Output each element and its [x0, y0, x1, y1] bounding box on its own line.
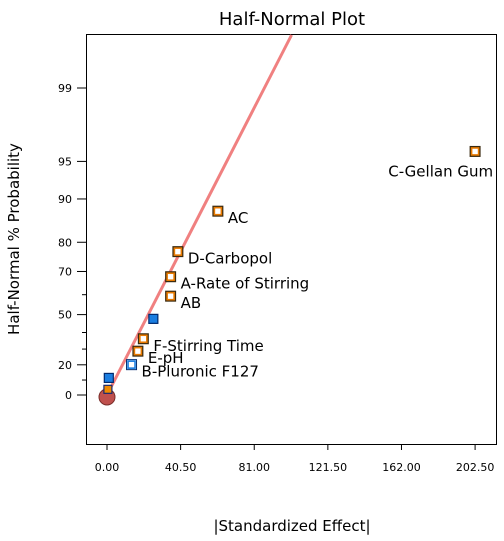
x-tick-label: 162.00 [382, 461, 421, 474]
point-label: F-Stirring Time [153, 337, 263, 355]
point-labels: C-Gellan Gum AC D-Carbopol A-Rate of Stirri… [142, 162, 494, 380]
point-label: E-pH [148, 349, 184, 367]
point-label: C-Gellan Gum [388, 162, 493, 180]
y-tick-label: 0 [65, 389, 72, 402]
effect-point-small [103, 384, 113, 394]
effect-point-inner [127, 360, 136, 369]
effect-point-inner [166, 272, 175, 282]
effect-point-inner [213, 206, 223, 216]
y-tick-label: 50 [58, 309, 72, 322]
point-label: D-Carbopol [188, 250, 272, 268]
y-tick-label: 80 [58, 236, 72, 249]
x-tick-label: 40.50 [165, 461, 197, 474]
effect-point-inner [166, 291, 175, 301]
y-tick-label: 95 [58, 155, 72, 168]
y-tick-label: 20 [58, 359, 72, 372]
reference-line [105, 34, 293, 396]
effect-point-inner [139, 334, 148, 344]
point-label: AB [181, 294, 202, 312]
error-point [148, 313, 159, 324]
axis-ticks: 0.00 40.50 81.00 121.50 162.00 202.50 0 20 50 70 8… [58, 82, 494, 474]
x-tick-label: 202.50 [456, 461, 495, 474]
y-tick-label: 70 [58, 265, 72, 278]
effect-point-inner [470, 147, 480, 156]
error-point [103, 372, 114, 384]
x-tick-label: 121.50 [309, 461, 348, 474]
plot-frame [86, 34, 497, 445]
x-tick-label: 81.00 [238, 461, 270, 474]
plot-area [98, 34, 481, 406]
point-label: AC [228, 209, 248, 227]
effect-point-inner [173, 247, 183, 256]
effect-point-inner [133, 346, 143, 356]
chart-title: Half-Normal Plot [219, 9, 365, 30]
x-axis-title: |Standardized Effect| [213, 517, 370, 535]
point-label: B-Pluronic F127 [142, 363, 259, 381]
y-tick-label: 90 [58, 193, 72, 206]
point-label: A-Rate of Stirring [181, 275, 310, 293]
y-tick-label: 99 [58, 82, 72, 95]
x-tick-label: 0.00 [95, 461, 120, 474]
y-axis-title: Half-Normal % Probability [5, 143, 23, 335]
